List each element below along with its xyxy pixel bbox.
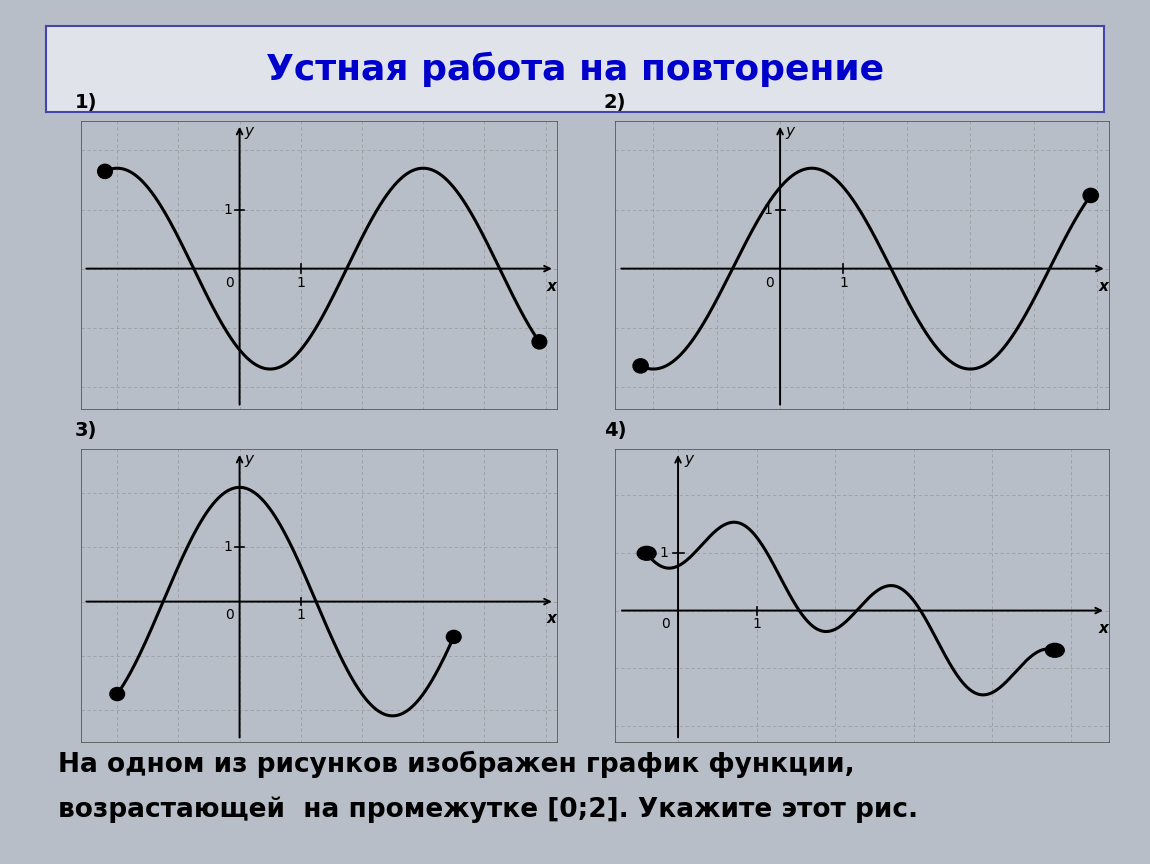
Text: 3): 3)	[75, 422, 97, 441]
Text: x: x	[1098, 279, 1109, 295]
Text: x: x	[546, 612, 557, 626]
Text: 1: 1	[223, 540, 232, 554]
Circle shape	[1045, 644, 1064, 658]
Text: y: y	[785, 124, 795, 139]
Circle shape	[532, 334, 546, 349]
Text: y: y	[245, 452, 253, 467]
Text: На одном из рисунков изображен график функции,: На одном из рисунков изображен график фу…	[58, 751, 854, 778]
Circle shape	[110, 688, 124, 701]
Text: y: y	[684, 452, 693, 467]
Text: 0: 0	[765, 276, 774, 289]
Text: 1: 1	[297, 608, 305, 622]
Text: 0: 0	[661, 618, 670, 632]
Text: 1: 1	[223, 202, 232, 217]
Text: 1: 1	[297, 276, 305, 289]
Text: 1: 1	[660, 546, 668, 560]
Text: 1: 1	[840, 276, 848, 289]
Text: x: x	[1098, 621, 1109, 636]
Text: Устная работа на повторение: Устная работа на повторение	[266, 52, 884, 86]
Text: 4): 4)	[604, 422, 627, 441]
Text: y: y	[245, 124, 253, 139]
Circle shape	[637, 546, 655, 560]
Text: 0: 0	[224, 608, 233, 622]
Text: 2): 2)	[604, 93, 627, 112]
Circle shape	[632, 359, 649, 373]
Text: 1: 1	[752, 618, 761, 632]
Circle shape	[446, 631, 461, 644]
Text: x: x	[546, 279, 557, 295]
Circle shape	[98, 164, 113, 179]
Text: 0: 0	[224, 276, 233, 289]
Text: возрастающей  на промежутке [0;2]. Укажите этот рис.: возрастающей на промежутке [0;2]. Укажит…	[58, 797, 918, 823]
Text: 1): 1)	[75, 93, 98, 112]
Text: 1: 1	[764, 202, 773, 217]
Circle shape	[1083, 188, 1098, 202]
